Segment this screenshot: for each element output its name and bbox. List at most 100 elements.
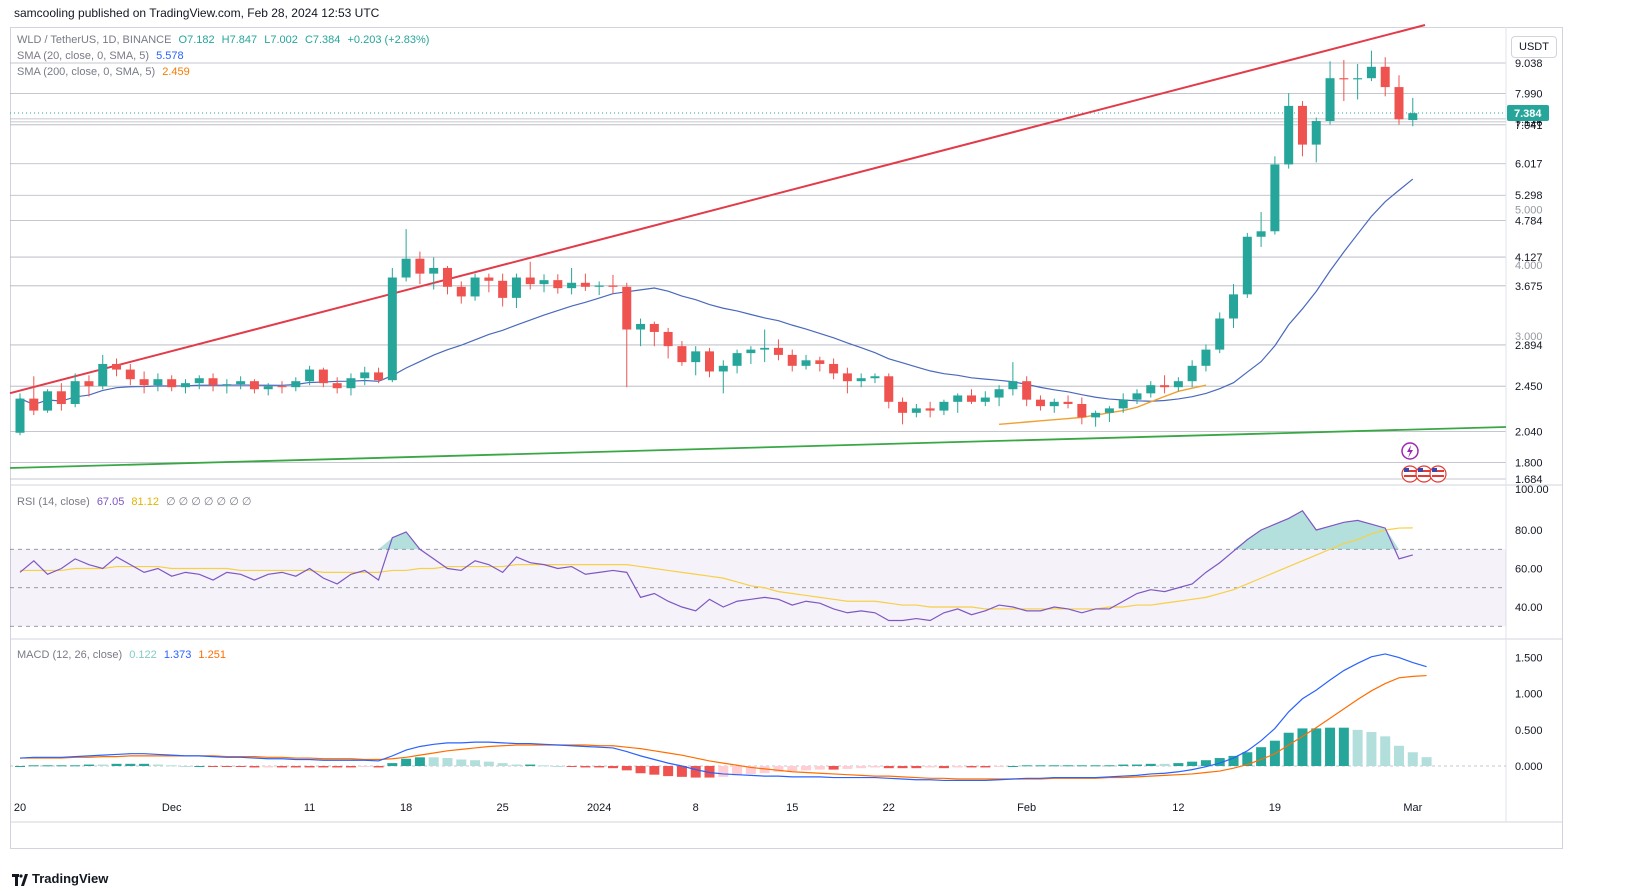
candle-body[interactable] bbox=[70, 381, 80, 404]
candle-body[interactable] bbox=[1118, 399, 1128, 409]
candle-body[interactable] bbox=[1187, 365, 1197, 382]
candle-body[interactable] bbox=[277, 386, 287, 388]
candle-body[interactable] bbox=[1104, 408, 1114, 413]
candle-body[interactable] bbox=[1146, 385, 1156, 394]
candle-body[interactable] bbox=[415, 258, 425, 274]
candle-body[interactable] bbox=[1215, 318, 1225, 350]
candle-body[interactable] bbox=[691, 351, 701, 363]
candle-body[interactable] bbox=[884, 376, 894, 402]
candle-body[interactable] bbox=[525, 277, 535, 285]
candle-body[interactable] bbox=[1353, 78, 1363, 80]
candle-body[interactable] bbox=[1008, 381, 1018, 390]
candle-body[interactable] bbox=[498, 280, 508, 298]
candle-body[interactable] bbox=[898, 401, 908, 413]
candle-body[interactable] bbox=[139, 379, 149, 386]
candle-body[interactable] bbox=[732, 353, 742, 366]
candle-body[interactable] bbox=[1091, 412, 1101, 418]
candle-body[interactable] bbox=[429, 267, 439, 274]
candle-body[interactable] bbox=[1035, 399, 1045, 407]
candle-body[interactable] bbox=[1297, 105, 1307, 145]
candle-body[interactable] bbox=[470, 277, 480, 297]
candle-body[interactable] bbox=[856, 378, 866, 382]
candle-body[interactable] bbox=[442, 267, 452, 287]
candle-body[interactable] bbox=[84, 381, 94, 387]
candle-body[interactable] bbox=[705, 351, 714, 372]
candle-body[interactable] bbox=[15, 398, 25, 433]
candle-body[interactable] bbox=[773, 347, 783, 355]
candle-body[interactable] bbox=[98, 363, 108, 387]
candle-body[interactable] bbox=[167, 379, 177, 388]
candle-body[interactable] bbox=[1284, 105, 1294, 165]
candle-body[interactable] bbox=[580, 282, 590, 287]
candle-body[interactable] bbox=[360, 372, 370, 379]
candle-body[interactable] bbox=[1270, 164, 1280, 232]
candle-body[interactable] bbox=[718, 365, 728, 372]
candle-body[interactable] bbox=[194, 378, 204, 384]
candle-body[interactable] bbox=[636, 323, 646, 330]
candle-body[interactable] bbox=[911, 408, 921, 413]
candle-body[interactable] bbox=[332, 383, 342, 389]
candle-body[interactable] bbox=[112, 363, 122, 370]
candle-body[interactable] bbox=[1339, 78, 1349, 80]
candle-body[interactable] bbox=[43, 391, 53, 411]
candle-body[interactable] bbox=[249, 381, 259, 390]
candle-body[interactable] bbox=[387, 277, 397, 381]
candle-body[interactable] bbox=[608, 285, 618, 287]
candle-body[interactable] bbox=[56, 391, 66, 404]
candle-body[interactable] bbox=[649, 323, 659, 332]
candle-body[interactable] bbox=[208, 378, 218, 386]
candle-body[interactable] bbox=[1366, 66, 1376, 79]
candle-body[interactable] bbox=[263, 386, 273, 390]
candle-body[interactable] bbox=[663, 331, 673, 347]
support-trendline[interactable] bbox=[9, 426, 1507, 469]
candle-body[interactable] bbox=[746, 349, 756, 354]
candle-body[interactable] bbox=[318, 369, 328, 384]
currency-button[interactable]: USDT bbox=[1511, 36, 1557, 58]
candle-body[interactable] bbox=[1325, 78, 1335, 122]
candle-body[interactable] bbox=[967, 395, 977, 402]
candle-body[interactable] bbox=[994, 389, 1004, 398]
candle-body[interactable] bbox=[222, 384, 232, 386]
candle-body[interactable] bbox=[980, 397, 990, 402]
candle-body[interactable] bbox=[511, 277, 521, 298]
tradingview-brand[interactable]: TradingView bbox=[12, 871, 108, 886]
candle-body[interactable] bbox=[346, 378, 356, 389]
candle-body[interactable] bbox=[815, 360, 825, 364]
candle-body[interactable] bbox=[1160, 385, 1170, 388]
candle-body[interactable] bbox=[787, 354, 797, 366]
candle-body[interactable] bbox=[553, 280, 563, 289]
candle-body[interactable] bbox=[1063, 401, 1073, 404]
candle-body[interactable] bbox=[153, 379, 163, 386]
candle-body[interactable] bbox=[539, 280, 549, 285]
candle-body[interactable] bbox=[1049, 401, 1059, 407]
candle-body[interactable] bbox=[1132, 393, 1142, 400]
candle-body[interactable] bbox=[1201, 349, 1211, 366]
candle-body[interactable] bbox=[1256, 231, 1266, 237]
candle-body[interactable] bbox=[1077, 403, 1087, 418]
candle-body[interactable] bbox=[305, 369, 315, 382]
candle-body[interactable] bbox=[677, 346, 687, 363]
candle-body[interactable] bbox=[1173, 381, 1183, 388]
candle-body[interactable] bbox=[842, 373, 852, 382]
candle-body[interactable] bbox=[567, 282, 577, 289]
candle-body[interactable] bbox=[484, 277, 494, 281]
candle-body[interactable] bbox=[180, 383, 190, 388]
candle-body[interactable] bbox=[1311, 121, 1321, 145]
candle-body[interactable] bbox=[1242, 236, 1252, 295]
candle-body[interactable] bbox=[125, 369, 135, 380]
candle-body[interactable] bbox=[829, 363, 839, 374]
candle-body[interactable] bbox=[594, 285, 604, 287]
candle-body[interactable] bbox=[374, 372, 384, 381]
candle-body[interactable] bbox=[1394, 87, 1404, 120]
candle-body[interactable] bbox=[953, 395, 963, 402]
candle-body[interactable] bbox=[1408, 113, 1418, 120]
candle-body[interactable] bbox=[622, 286, 632, 330]
candle-body[interactable] bbox=[456, 286, 466, 297]
candle-body[interactable] bbox=[236, 381, 246, 385]
candle-body[interactable] bbox=[760, 347, 770, 350]
candle-body[interactable] bbox=[291, 381, 301, 388]
resistance-trendline[interactable] bbox=[9, 24, 1426, 395]
candle-body[interactable] bbox=[1380, 66, 1390, 88]
candle-body[interactable] bbox=[939, 401, 949, 411]
